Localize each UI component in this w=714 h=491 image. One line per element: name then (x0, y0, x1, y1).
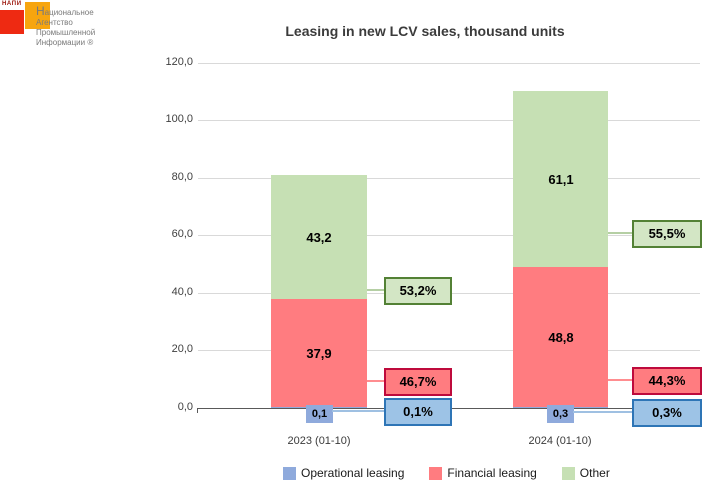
legend-swatch-other (561, 466, 575, 480)
share-callout-2023-operational: 0,1% (384, 398, 452, 426)
leader-line-2024-operational (573, 411, 632, 413)
y-axis-tick-label: 20,0 (171, 343, 193, 355)
legend-item-operational: Operational leasing (283, 466, 404, 480)
bar-2024-other (513, 91, 608, 267)
legend-label: Financial leasing (447, 466, 537, 480)
napi-wordmark: НАПИ (2, 1, 22, 7)
bar-value-label-2023-other: 43,2 (306, 230, 332, 245)
logo-orange-square (25, 2, 50, 29)
share-callout-2024-financial: 44,3% (632, 367, 702, 395)
share-callout-2023-other: 53,2% (384, 277, 452, 305)
legend-label: Other (579, 466, 610, 480)
gridline (198, 235, 700, 236)
x-axis-category-label: 2024 (01-10) (528, 435, 592, 447)
legend: Operational leasing Financial leasing Ot… (283, 466, 610, 480)
share-callout-2023-financial: 46,7% (384, 368, 452, 396)
bar-2024-financial (513, 267, 608, 407)
y-axis-tick-label: 80,0 (171, 171, 193, 183)
leader-line-2024-financial (608, 379, 632, 381)
legend-item-financial: Financial leasing (429, 466, 537, 480)
bar-value-label-2024-operational: 0,3 (547, 405, 574, 423)
logo-org-line: Информации ® (36, 38, 94, 47)
share-callout-2024-other: 55,5% (632, 220, 702, 248)
gridline (198, 350, 700, 351)
logo-org-line: Национальное (36, 4, 94, 18)
y-axis-tick-label: 0,0 (177, 401, 193, 413)
share-callout-2024-operational: 0,3% (632, 399, 702, 427)
bar-value-label-2024-financial: 48,8 (548, 330, 574, 345)
gridline (198, 63, 700, 64)
bar-value-label-2023-operational: 0,1 (306, 405, 333, 423)
logo-org-line: Промышленной (36, 28, 96, 37)
leader-line-2023-financial (367, 380, 384, 382)
bar-value-label-2024-other: 61,1 (548, 172, 574, 187)
gridline (198, 178, 700, 179)
legend-swatch-operational (283, 466, 296, 480)
leader-line-2024-other (608, 232, 632, 234)
legend-label: Operational leasing (301, 466, 405, 480)
x-axis-category-label: 2023 (01-10) (287, 435, 351, 447)
legend-swatch-financial (429, 466, 443, 480)
legend-item-other: Other (561, 466, 610, 480)
x-axis-end-tick (197, 408, 198, 413)
y-axis-tick-label: 120,0 (165, 56, 193, 68)
logo-org-line: Агентство (36, 18, 73, 27)
bar-2023-other (271, 175, 367, 299)
y-axis-tick-label: 100,0 (165, 113, 193, 125)
leader-line-2023-operational (332, 410, 384, 412)
gridline (198, 120, 700, 121)
logo-org-name: Национальное Агентство Промышленной Инфо… (36, 4, 96, 48)
y-axis-tick-label: 60,0 (171, 228, 193, 240)
bar-value-label-2023-financial: 37,9 (306, 346, 332, 361)
leader-line-2023-other (367, 289, 384, 291)
logo-red-square (0, 10, 24, 34)
chart-title: Leasing in new LCV sales, thousand units (285, 23, 565, 39)
y-axis-tick-label: 40,0 (171, 286, 193, 298)
bar-2023-financial (271, 299, 367, 407)
